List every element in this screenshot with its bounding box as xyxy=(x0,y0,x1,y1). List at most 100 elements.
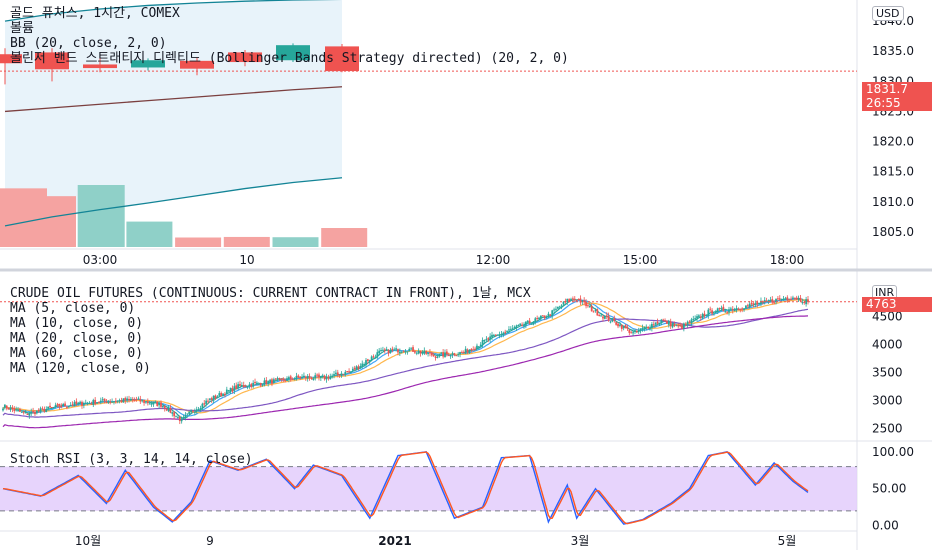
oil-candle-body xyxy=(579,298,582,303)
gold-candle-body xyxy=(228,52,262,63)
oil-candle-body xyxy=(773,302,776,304)
oil-candle-body xyxy=(301,376,303,379)
oil-candle-body xyxy=(393,349,396,351)
oil-candle-body xyxy=(321,376,324,378)
oil-candle-body xyxy=(244,386,247,388)
oil-candle-body xyxy=(101,399,104,401)
bottom-legend-ma60: MA (60, close, 0) xyxy=(10,346,144,361)
volume-bar xyxy=(223,236,270,247)
oil-candle-body xyxy=(160,402,162,407)
oil-candle-body xyxy=(240,385,243,387)
oil-candle-body xyxy=(365,360,367,366)
oil-candle-body xyxy=(656,321,659,324)
oil-candle-body xyxy=(560,305,563,307)
oil-candle-body xyxy=(220,392,223,397)
oil-candle-body xyxy=(513,327,516,329)
oil-candle-body xyxy=(476,345,478,349)
oil-candle-body xyxy=(231,388,234,392)
oil-candle-body xyxy=(47,406,50,409)
bb-line-basis xyxy=(4,86,343,113)
oil-candle-body xyxy=(487,338,490,340)
oil-candle-body xyxy=(726,311,729,313)
oil-candle-body xyxy=(603,316,606,319)
oil-candle-body xyxy=(634,330,636,332)
oil-candle-body xyxy=(131,399,134,401)
oil-candle-body xyxy=(342,374,345,376)
oil-candle-body xyxy=(75,401,78,404)
oil-candle-body xyxy=(329,376,332,380)
oil-candle-body xyxy=(239,384,241,386)
oil-candle-body xyxy=(88,402,91,404)
oil-candle-body xyxy=(745,305,747,309)
oil-candle-body xyxy=(536,318,539,320)
oil-candle-body xyxy=(635,331,638,333)
oil-candle-body xyxy=(175,416,177,418)
oil-candle-body xyxy=(395,348,397,350)
oil-candle-body xyxy=(107,401,110,403)
oil-candle-body xyxy=(269,379,271,383)
oil-candle-body xyxy=(692,318,695,320)
oil-candle-body xyxy=(735,308,738,311)
oil-candle-body xyxy=(227,390,230,392)
oil-candle-body xyxy=(686,321,689,325)
oil-candle-body xyxy=(666,321,668,324)
gold-candle-body xyxy=(83,64,117,69)
oil-candle-body xyxy=(652,324,655,326)
oil-candle-body xyxy=(696,316,698,319)
oil-candle-body xyxy=(728,309,730,313)
volume-bar xyxy=(272,237,319,247)
oil-candle-body xyxy=(468,349,471,354)
oil-candle-body xyxy=(434,356,437,358)
oil-candle-body xyxy=(440,352,443,354)
oil-candle-body xyxy=(649,327,651,330)
oil-candle-body xyxy=(444,352,446,358)
currency-badge-inr[interactable]: INR xyxy=(872,285,898,300)
oil-candle-body xyxy=(786,297,789,300)
oil-candle-body xyxy=(622,326,625,329)
oil-candle-body xyxy=(756,302,759,305)
oil-candle-body xyxy=(35,410,38,414)
oil-candle-body xyxy=(459,352,461,355)
oil-candle-body xyxy=(24,412,27,414)
oil-candle-body xyxy=(69,405,72,407)
oil-candle-body xyxy=(780,298,783,300)
oil-candle-body xyxy=(201,403,204,408)
oil-candle-body xyxy=(412,347,414,352)
oil-candle-body xyxy=(158,402,161,406)
oil-candle-body xyxy=(92,400,95,405)
oil-candle-body xyxy=(145,401,147,403)
oil-candle-body xyxy=(769,299,772,302)
oil-candle-body xyxy=(54,404,57,407)
top-legend: 골드 퓨처스, 1시간, COMEX 볼륨 BB (20, close, 2, … xyxy=(10,6,569,66)
oil-candle-body xyxy=(387,350,390,354)
oil-candle-body xyxy=(235,385,238,389)
oil-candle-body xyxy=(167,407,170,412)
oil-candle-body xyxy=(626,327,629,329)
oil-candle-body xyxy=(5,405,8,409)
currency-badge-usd[interactable]: USD xyxy=(872,6,904,21)
oil-candle-body xyxy=(485,338,488,340)
oil-candle-body xyxy=(793,297,796,299)
ma-line-120 xyxy=(2,315,809,429)
oil-candle-body xyxy=(737,308,740,310)
oil-candle-body xyxy=(103,398,106,402)
oil-candle-body xyxy=(310,377,313,379)
oil-candle-body xyxy=(400,351,403,353)
oil-candle-body xyxy=(84,402,87,404)
oil-candle-body xyxy=(515,325,518,328)
oil-candle-body xyxy=(135,398,138,400)
top-legend-strategy: 볼린저 밴드 스트래티지 디렉티드 (Bollinger Bands Strat… xyxy=(10,51,569,66)
gold-y-tick-label: 1805.0 xyxy=(872,225,914,239)
oil-candle-body xyxy=(380,350,382,352)
oil-candle-body xyxy=(359,366,362,369)
oil-candle-body xyxy=(703,313,706,316)
gold-x-tick-label: 12:00 xyxy=(476,253,511,267)
oil-candle-body xyxy=(116,400,119,402)
oil-candle-body xyxy=(664,320,666,322)
oil-candle-body xyxy=(346,371,349,373)
oil-candle-body xyxy=(318,374,320,378)
oil-candle-body xyxy=(669,321,672,327)
oil-candle-body xyxy=(297,375,300,378)
oil-candle-body xyxy=(374,357,377,359)
